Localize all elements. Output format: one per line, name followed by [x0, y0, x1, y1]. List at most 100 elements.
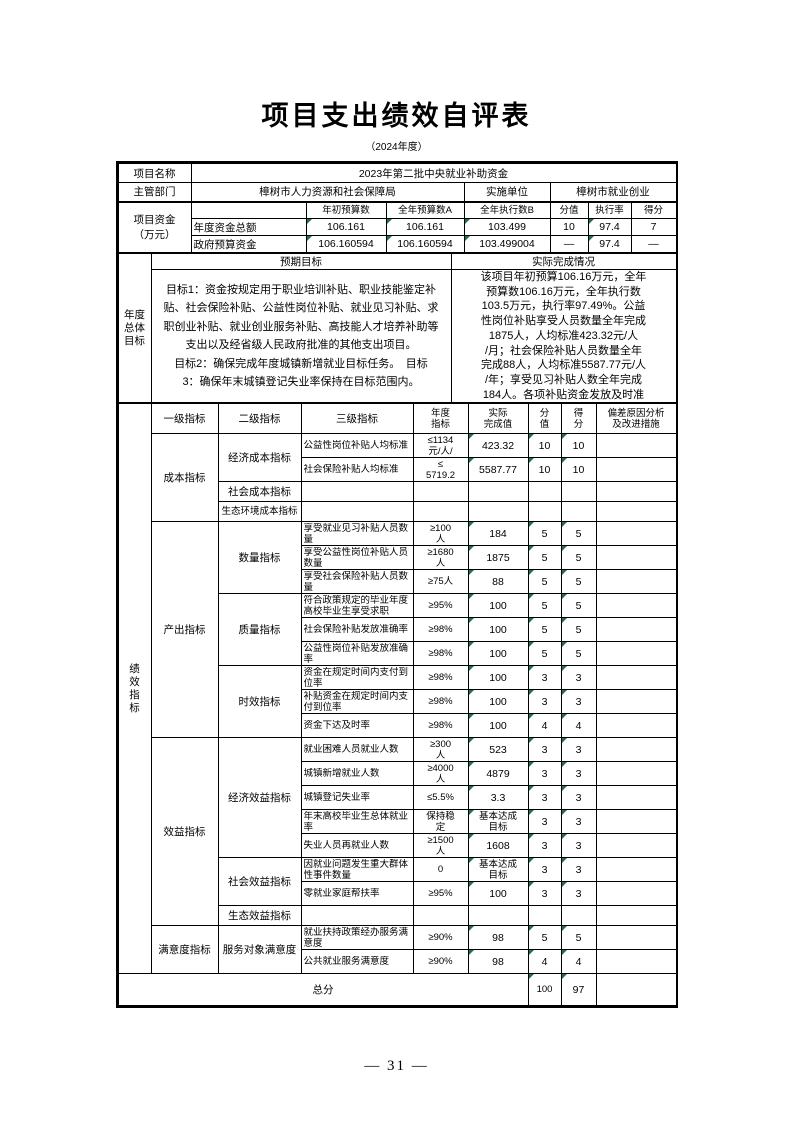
indicator-score-cell: 5 — [560, 521, 597, 547]
indicator-target-cell: ≤1134 元/人/ — [427, 434, 454, 457]
indicator-deviation-cell — [595, 713, 677, 739]
indicator-maxscore-cell: 3 — [527, 833, 562, 859]
indicator-name-cell: 符合政策规定的毕业年度高校毕业生享受求职 — [303, 594, 409, 617]
funds-row-label: 年度资金总额 — [190, 218, 307, 236]
indicator-actual-cell: 1875 — [467, 545, 529, 571]
indicator-actual-cell: 100 — [467, 665, 529, 691]
indicator-name-cell: 城镇新增就业人数 — [303, 768, 380, 780]
indicator-maxscore-cell — [527, 905, 562, 927]
indicator-actual-cell: 523 — [467, 737, 529, 763]
indicator-deviation-cell — [595, 689, 677, 715]
indicator-actual-cell: 100 — [467, 713, 529, 739]
indicator-deviation-cell — [595, 521, 677, 547]
annual-goals-table: 年度 总体 目标 预期目标 实际完成情况 目标1：资金按规定用于职业培训补贴、职… — [117, 252, 677, 404]
indicator-l2-cell: 生态环境成本指标 — [217, 501, 302, 523]
indicator-l2-cell: 社会效益指标 — [217, 857, 302, 907]
indicator-score-cell: 10 — [560, 457, 597, 483]
indicator-name-cell — [300, 501, 414, 523]
indicator-maxscore-cell: 5 — [527, 617, 562, 643]
indicator-name-cell — [300, 905, 414, 927]
indicator-name-cell: 就业困难人员就业人数 — [303, 744, 399, 756]
indicator-target-cell: ≤5.5% — [427, 792, 454, 804]
impl-unit-label: 实施单位 — [463, 182, 551, 202]
indicator-score-cell: 3 — [560, 737, 597, 763]
indicator-name-cell: 社会保险补贴人均标准 — [303, 464, 399, 476]
indicator-maxscore-cell: 4 — [527, 713, 562, 739]
indicator-score-cell: 3 — [560, 761, 597, 787]
indicator-maxscore-cell: 3 — [527, 809, 562, 835]
score-header: 得分 — [630, 201, 677, 219]
indicator-deviation-cell — [595, 905, 677, 927]
indicator-score-cell: 4 — [560, 713, 597, 739]
performance-indicators-label: 绩 效 指 标 — [117, 403, 152, 975]
indicator-l2-cell: 数量指标 — [217, 521, 302, 595]
indicator-deviation-cell — [595, 569, 677, 595]
table-row: 成本指标 经济成本指标 公益性岗位补贴人均标准 ≤1134 元/人/ 423.3… — [118, 433, 677, 523]
annual-target-header: 年度 指标 — [412, 403, 469, 435]
indicator-score-cell: 10 — [560, 433, 597, 459]
indicator-target-cell: ≥95% — [428, 888, 453, 900]
table-row: 满意度指标 服务对象满意度 就业扶持政策经办服务满意度 ≥90% 98 5 5 — [118, 925, 677, 975]
level2-header: 二级指标 — [217, 403, 302, 435]
indicator-target-cell: ≥95% — [428, 600, 453, 612]
level3-header: 三级指标 — [300, 403, 414, 435]
indicator-actual-cell: 184 — [467, 521, 529, 547]
total-maxscore-cell: 100 — [527, 973, 562, 1007]
evaluation-table-frame: 项目名称 2023年第二批中央就业补助资金 主管部门 樟树市人力资源和社会保障局… — [115, 161, 678, 1009]
indicator-maxscore-cell: 3 — [527, 881, 562, 907]
indicator-target-cell: ≥75人 — [427, 576, 454, 588]
indicator-name-cell: 公益性岗位补贴人均标准 — [303, 440, 409, 452]
total-score-label: 总分 — [117, 973, 529, 1007]
score-col-header: 得 分 — [560, 403, 597, 435]
funds-row-label: 政府预算资金 — [190, 235, 307, 253]
indicator-deviation-cell — [595, 457, 677, 483]
indicator-name-cell: 公共就业服务满意度 — [303, 956, 390, 968]
indicator-target-cell: ≤ 5719.2 — [425, 458, 456, 481]
indicator-actual-cell: 3.3 — [467, 785, 529, 811]
indicator-l2-cell: 经济成本指标 — [217, 433, 302, 483]
indicator-actual-cell: 基本达成 目标 — [478, 858, 517, 881]
table-row: 产出指标 数量指标 享受就业见习补贴人员数量 ≥100 人 184 5 5 — [118, 521, 677, 739]
funds-value-cell: 103.499004 — [463, 235, 551, 253]
actual-completion-header: 实际完成情况 — [450, 253, 677, 270]
indicator-actual-cell: 100 — [467, 641, 529, 667]
annual-goals-label: 年度 总体 目标 — [117, 252, 152, 404]
indicator-maxscore-cell: 10 — [527, 457, 562, 483]
budget-initial-header: 年初预算数 — [305, 201, 387, 219]
indicator-target-cell: ≥90% — [428, 932, 453, 944]
indicator-deviation-cell — [595, 593, 677, 619]
indicator-name-cell: 城镇登记失业率 — [303, 792, 371, 804]
performance-indicators-table: 绩 效 指 标 一级指标 二级指标 三级指标 年度 指标 实际 完成值 分 值 … — [117, 403, 677, 1007]
indicator-target-cell — [412, 481, 469, 503]
total-score-cell: 97 — [560, 973, 597, 1007]
indicator-name-cell: 资金下达及时率 — [303, 720, 371, 732]
indicator-score-cell: 3 — [560, 833, 597, 859]
dept-value: 樟树市人力资源和社会保障局 — [190, 182, 465, 202]
expected-goal-text: 目标1：资金按规定用于职业培训补贴、职业技能鉴定补 贴、社会保险补贴、公益性岗位… — [150, 268, 452, 404]
indicator-score-cell — [560, 481, 597, 503]
indicator-target-cell: ≥300 人 — [429, 738, 452, 761]
indicator-target-cell: ≥98% — [428, 624, 453, 636]
table-row: 资金下达及时率 ≥98% 100 4 4 — [118, 713, 677, 739]
indicator-maxscore-cell: 3 — [527, 857, 562, 883]
funds-value-cell: 106.160594 — [385, 235, 465, 253]
page-title: 项目支出绩效自评表 — [261, 101, 532, 131]
indicator-actual-cell: 5587.77 — [467, 457, 529, 483]
indicator-actual-cell: 98 — [467, 949, 529, 975]
indicator-target-cell: 0 — [437, 864, 444, 876]
points-header: 分值 — [549, 201, 589, 219]
funds-value-cell: 106.160594 — [305, 235, 387, 253]
indicator-l2-cell: 生态效益指标 — [217, 905, 302, 927]
indicator-name-cell: 零就业家庭帮扶率 — [303, 888, 380, 900]
indicator-deviation-cell — [595, 857, 677, 883]
indicator-maxscore-cell: 3 — [527, 689, 562, 715]
indicator-deviation-cell — [595, 641, 677, 667]
indicator-score-cell: 5 — [560, 569, 597, 595]
indicator-deviation-cell — [595, 501, 677, 523]
indicator-name-cell: 因就业问题发生重大群体性事件数量 — [303, 858, 409, 881]
indicator-deviation-cell — [595, 481, 677, 503]
indicator-target-cell: ≥98% — [428, 672, 453, 684]
dept-label: 主管部门 — [117, 182, 192, 202]
indicator-maxscore-cell: 5 — [527, 545, 562, 571]
table-row: 社会保险补贴发放准确率 ≥98% 100 5 5 — [118, 617, 677, 643]
